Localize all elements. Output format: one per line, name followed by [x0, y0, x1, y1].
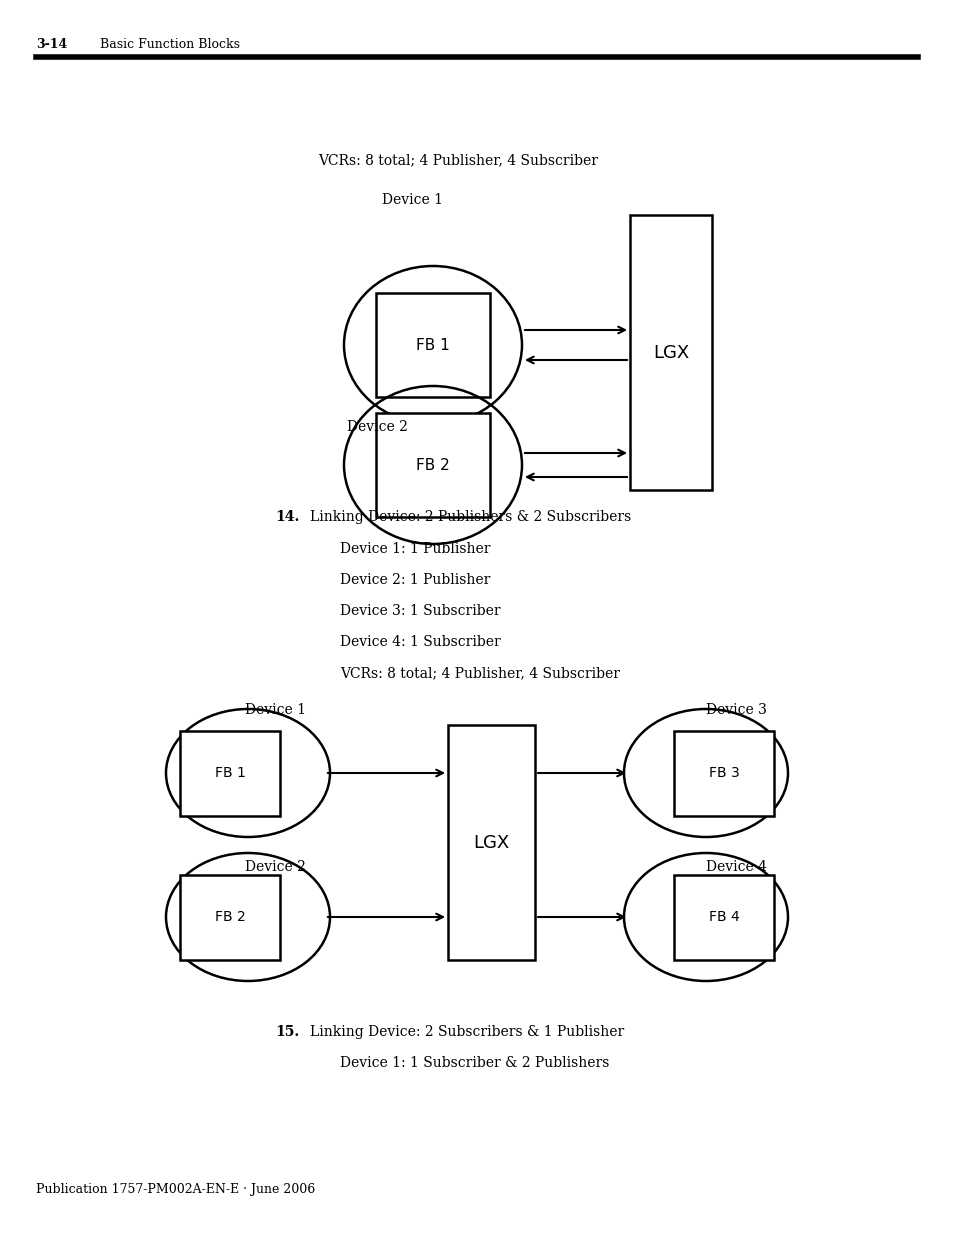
Text: Device 2: 1 Publisher: Device 2: 1 Publisher	[339, 573, 490, 587]
Text: FB 1: FB 1	[416, 337, 450, 352]
Text: Publication 1757-PM002A-EN-E · June 2006: Publication 1757-PM002A-EN-E · June 2006	[36, 1183, 314, 1197]
Text: Device 3: Device 3	[705, 703, 766, 718]
Text: Device 1: Device 1	[382, 193, 443, 207]
Text: Device 4: Device 4	[705, 860, 766, 874]
Text: Device 1: 1 Publisher: Device 1: 1 Publisher	[339, 542, 490, 556]
Bar	[375, 412, 490, 517]
Text: Device 2: Device 2	[245, 860, 306, 874]
Bar	[673, 874, 773, 960]
Bar	[629, 215, 711, 490]
Text: FB 3: FB 3	[708, 766, 739, 781]
Text: FB 2: FB 2	[416, 457, 450, 473]
Text: Linking Device: 2 Subscribers & 1 Publisher: Linking Device: 2 Subscribers & 1 Publis…	[310, 1025, 623, 1039]
Text: VCRs: 8 total; 4 Publisher, 4 Subscriber: VCRs: 8 total; 4 Publisher, 4 Subscriber	[317, 153, 598, 167]
Text: 15.: 15.	[274, 1025, 299, 1039]
Text: Device 2: Device 2	[346, 420, 407, 433]
Text: LGX: LGX	[652, 343, 688, 362]
Text: Device 1: Device 1	[245, 703, 306, 718]
Text: Basic Function Blocks: Basic Function Blocks	[100, 38, 240, 52]
Text: Linking Device: 2 Publishers & 2 Subscribers: Linking Device: 2 Publishers & 2 Subscri…	[310, 510, 631, 524]
Text: LGX: LGX	[473, 834, 509, 851]
Text: VCRs: 8 total; 4 Publisher, 4 Subscriber: VCRs: 8 total; 4 Publisher, 4 Subscriber	[339, 666, 619, 680]
Bar	[673, 730, 773, 815]
Text: FB 4: FB 4	[708, 910, 739, 924]
Text: FB 1: FB 1	[214, 766, 245, 781]
Text: FB 2: FB 2	[214, 910, 245, 924]
Text: 3-14: 3-14	[36, 38, 67, 52]
Bar	[375, 293, 490, 396]
Bar	[448, 725, 535, 960]
Text: Device 1: 1 Subscriber & 2 Publishers: Device 1: 1 Subscriber & 2 Publishers	[339, 1056, 609, 1070]
Bar	[180, 874, 280, 960]
Text: Device 3: 1 Subscriber: Device 3: 1 Subscriber	[339, 604, 500, 618]
Text: 14.: 14.	[274, 510, 299, 524]
Bar	[180, 730, 280, 815]
Text: Device 4: 1 Subscriber: Device 4: 1 Subscriber	[339, 635, 500, 650]
